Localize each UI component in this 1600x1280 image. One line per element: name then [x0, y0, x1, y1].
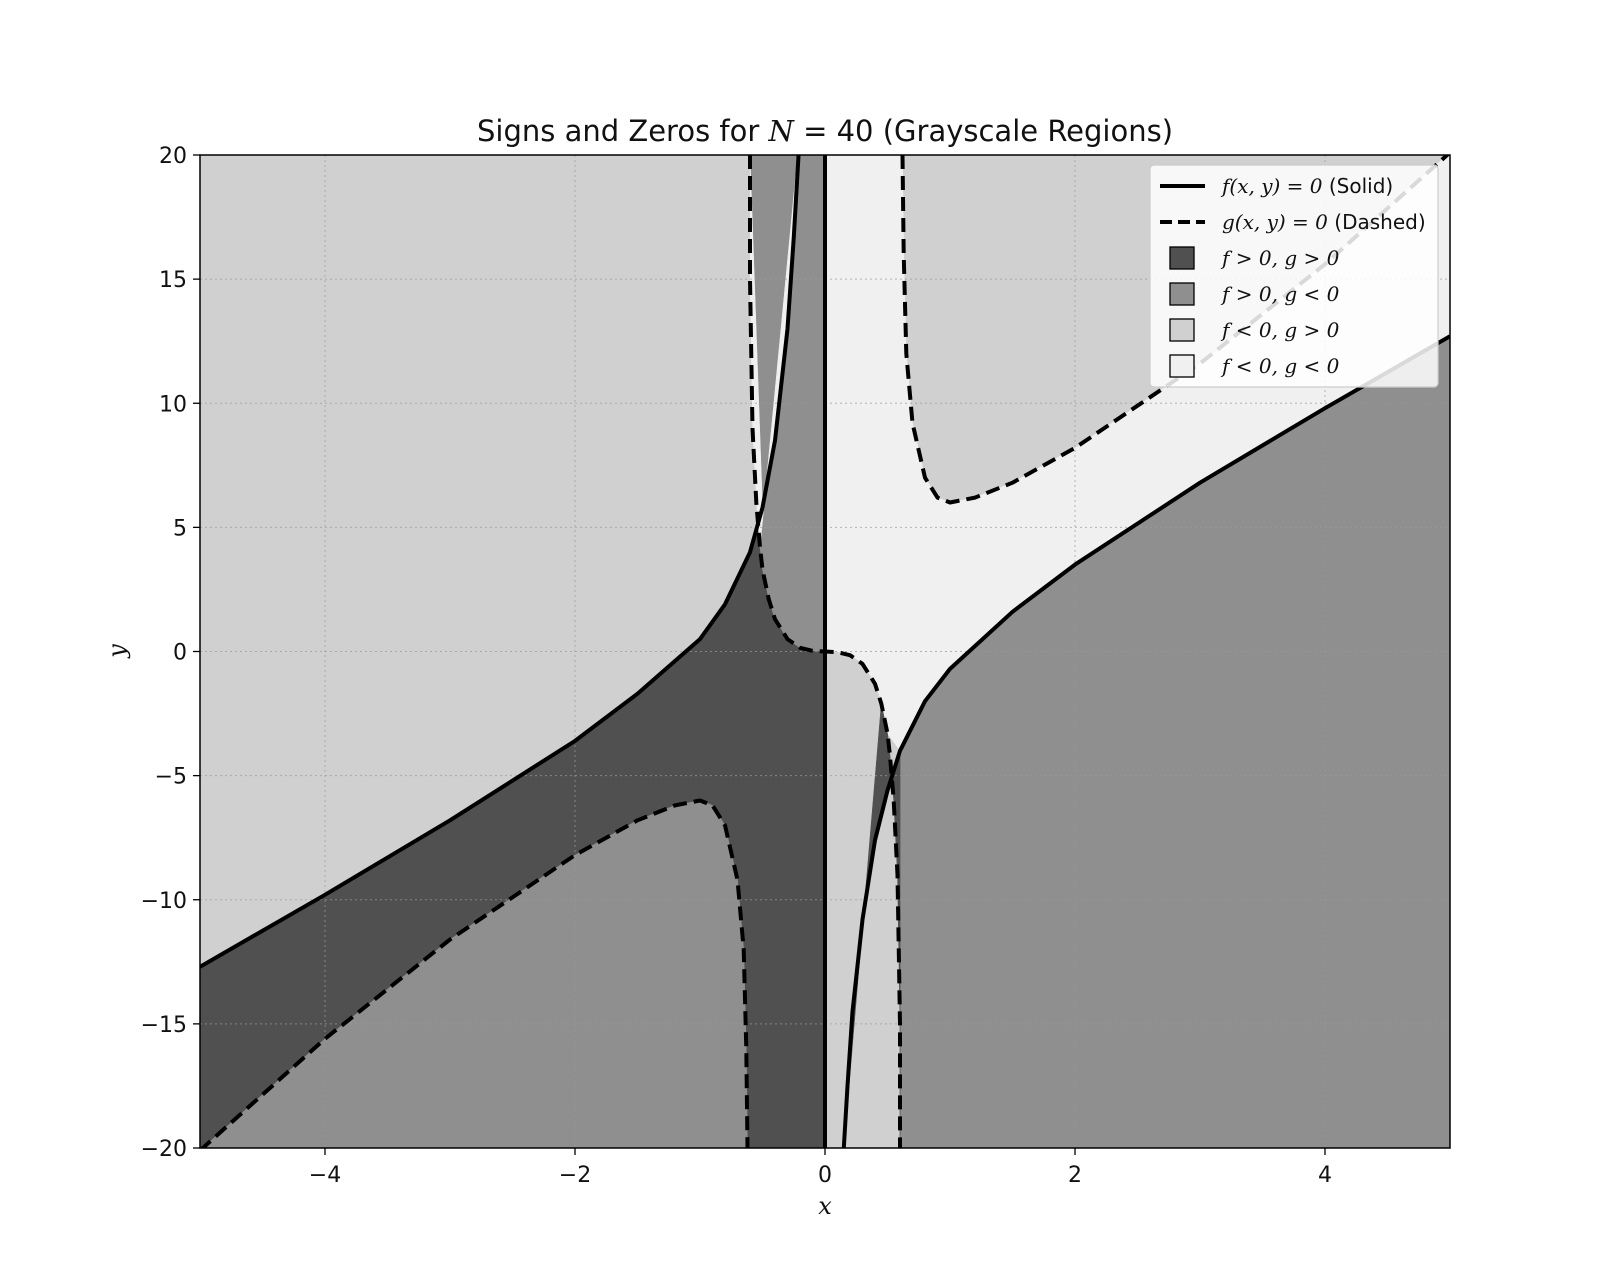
x-tick-label: 2 [1068, 1163, 1082, 1188]
x-tick-label: 4 [1318, 1163, 1332, 1188]
x-tick-label: −2 [559, 1163, 591, 1188]
region-f-pos-g-neg-left-lower [200, 800, 748, 1148]
legend-frame [1149, 164, 1439, 388]
y-axis-label: y [103, 644, 131, 659]
chart-title: Signs and Zeros for N = 40 (Grayscale Re… [477, 114, 1173, 148]
legend-patch-swatch [1169, 354, 1195, 378]
legend-label: f > 0, g > 0 [1220, 246, 1340, 270]
y-axis: −20 −15 −10 −5 0 5 10 15 20 [141, 144, 200, 1162]
legend-label: f < 0, g < 0 [1220, 354, 1340, 378]
legend: f(x, y) = 0 (Solid) g(x, y) = 0 (Dashed) f… [1149, 164, 1439, 388]
legend-patch-swatch [1169, 246, 1195, 270]
legend-entry: f < 0, g < 0 [1169, 354, 1340, 378]
legend-patch-swatch [1169, 282, 1195, 306]
legend-entry: f > 0, g > 0 [1169, 246, 1340, 270]
y-tick-label: −5 [155, 765, 187, 790]
y-tick-label: 5 [173, 516, 187, 541]
f-zero-curve-2 [841, 334, 1450, 1148]
legend-entry: f > 0, g < 0 [1169, 282, 1340, 306]
y-tick-label: 15 [159, 268, 187, 293]
legend-patch-swatch [1169, 318, 1195, 342]
legend-entry: f < 0, g > 0 [1169, 318, 1340, 342]
x-axis: −4 −2 0 2 4 [309, 1148, 1332, 1188]
legend-label: g(x, y) = 0 (Dashed) [1222, 210, 1426, 234]
legend-label: f > 0, g < 0 [1220, 282, 1340, 306]
x-tick-label: −4 [309, 1163, 341, 1188]
x-tick-label: 0 [818, 1163, 832, 1188]
g-zero-curve-0 [748, 155, 902, 1148]
legend-label: f(x, y) = 0 (Solid) [1220, 174, 1393, 198]
y-tick-label: 20 [159, 144, 187, 169]
x-axis-label: x [818, 1192, 832, 1220]
legend-entry: g(x, y) = 0 (Dashed) [1160, 210, 1426, 234]
legend-entry: f(x, y) = 0 (Solid) [1160, 174, 1393, 198]
y-tick-label: −20 [141, 1137, 187, 1162]
y-tick-label: −15 [141, 1013, 187, 1038]
y-tick-label: 0 [173, 641, 187, 666]
g-zero-curve-1 [900, 155, 1450, 505]
g-zero-curve-2 [200, 798, 750, 1148]
legend-label: f < 0, g > 0 [1220, 318, 1340, 342]
y-tick-label: 10 [159, 392, 187, 417]
y-tick-label: −10 [141, 889, 187, 914]
f-zero-curve-0 [200, 155, 801, 969]
zero-curves [200, 155, 1450, 1148]
